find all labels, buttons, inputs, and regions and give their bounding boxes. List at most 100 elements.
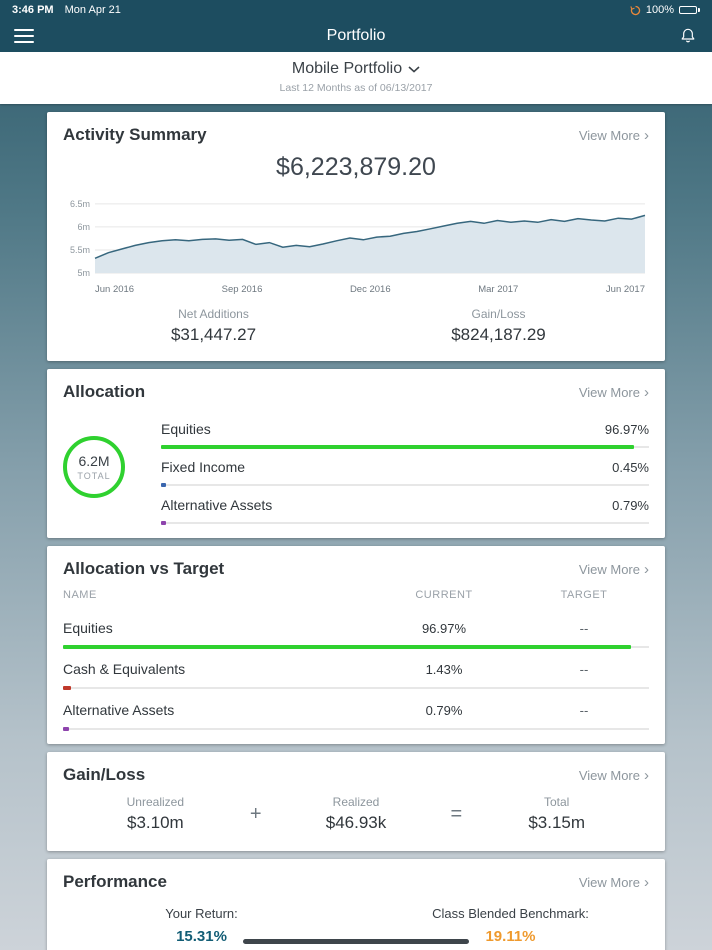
plus-sign: +: [249, 802, 262, 825]
svg-text:6.5m: 6.5m: [70, 199, 90, 209]
gain-loss-view-more-link[interactable]: View More ›: [578, 766, 649, 784]
realized-value: $46.93k: [325, 813, 387, 832]
table-row: Cash & Equivalents 1.43% --: [63, 648, 649, 690]
activity-view-more-link[interactable]: View More ›: [578, 126, 649, 144]
asset-class-bar: [161, 483, 166, 487]
net-additions-stat: Net Additions $31,447.27: [71, 307, 356, 345]
row-bar: [63, 686, 72, 690]
period-subtitle: Last 12 Months as of 06/13/2017: [279, 82, 433, 94]
col-header-current: CURRENT: [415, 589, 473, 601]
row-current: 0.79%: [425, 703, 463, 718]
performance-card: Performance View More › Your Return: 15.3…: [47, 859, 665, 950]
table-row: Alternative Assets 0.79% --: [63, 689, 649, 731]
allocation-vs-target-view-more-link[interactable]: View More ›: [578, 560, 649, 578]
table-row: Equities 96.97% --: [63, 607, 649, 649]
row-name: Cash & Equivalents: [63, 661, 186, 677]
allocation-row: Equities 96.97%: [161, 410, 649, 449]
x-tick: Jun 2017: [605, 284, 645, 295]
performance-title: Performance: [63, 872, 167, 891]
net-additions-value: $31,447.27: [170, 325, 257, 344]
svg-text:5m: 5m: [77, 268, 90, 278]
allocation-row: Alternative Assets 0.79%: [161, 486, 649, 525]
menu-icon[interactable]: [14, 25, 34, 47]
gain-loss-title: Gain/Loss: [63, 765, 146, 784]
asset-class-pct: 96.97%: [604, 422, 649, 437]
donut-total-label: TOTAL: [77, 471, 111, 481]
asset-class-label: Fixed Income: [161, 459, 246, 475]
unrealized-stat: Unrealized $3.10m: [77, 795, 234, 833]
chevron-right-icon: ›: [644, 383, 649, 401]
portfolio-name: Mobile Portfolio: [291, 60, 403, 77]
allocation-view-more-link[interactable]: View More ›: [578, 383, 649, 401]
home-indicator[interactable]: [243, 939, 469, 944]
chevron-right-icon: ›: [644, 560, 649, 578]
asset-class-pct: 0.79%: [612, 498, 649, 513]
notifications-icon[interactable]: [678, 26, 698, 46]
row-current: 1.43%: [425, 662, 463, 677]
total-label: Total: [544, 795, 570, 809]
gain-loss-card: Gain/Loss View More › Unrealized $3.10m +…: [47, 752, 665, 851]
svg-text:5.5m: 5.5m: [70, 245, 90, 255]
allocation-rows: Equities 96.97% Fixed Income 0.45%: [161, 410, 649, 525]
nav-title: Portfolio: [326, 27, 386, 44]
realized-stat: Realized $46.93k: [278, 795, 435, 833]
status-bar: 3:46 PM Mon Apr 21 100%: [0, 0, 712, 20]
benchmark-label: Class Blended Benchmark:: [432, 906, 589, 921]
portfolio-header: Mobile Portfolio Last 12 Months as of 06…: [0, 52, 712, 104]
allocation-row: Fixed Income 0.45%: [161, 448, 649, 487]
chevron-right-icon: ›: [644, 766, 649, 784]
asset-class-label: Alternative Assets: [161, 497, 273, 513]
total-value: $3.15m: [528, 813, 586, 832]
battery-icon: [679, 6, 700, 14]
unrealized-value: $3.10m: [126, 813, 184, 832]
status-date: Mon Apr 21: [64, 4, 121, 16]
gain-loss-stat: Gain/Loss $824,187.29: [356, 307, 641, 345]
cards-scroll-area: Activity Summary View More › $6,223,879.2…: [0, 104, 712, 950]
equals-sign: =: [450, 802, 463, 825]
chevron-right-icon: ›: [644, 126, 649, 144]
status-left: 3:46 PM Mon Apr 21: [12, 4, 129, 16]
x-tick: Dec 2016: [349, 284, 391, 295]
gain-loss-label: Gain/Loss: [471, 307, 526, 321]
row-target: --: [579, 621, 589, 636]
activity-summary-title: Activity Summary: [63, 125, 207, 144]
allocation-card: Allocation View More › 6.2M TOTAL Equitie…: [47, 369, 665, 538]
chevron-down-icon: [408, 65, 420, 73]
performance-stats: Your Return: 15.31% Class Blended Benchm…: [47, 898, 665, 950]
net-additions-label: Net Additions: [178, 307, 249, 321]
asset-class-pct: 0.45%: [612, 460, 649, 475]
asset-class-bar: [161, 445, 635, 449]
allocation-donut: 6.2M TOTAL: [63, 436, 161, 498]
col-header-name: NAME: [63, 589, 97, 601]
chevron-right-icon: ›: [644, 873, 649, 891]
portfolio-total-value: $6,223,879.20: [276, 153, 436, 181]
orientation-lock-icon: [630, 5, 641, 16]
your-return-label: Your Return:: [165, 906, 238, 921]
activity-area-chart: 6.5m 6m 5.5m 5m: [70, 199, 646, 278]
activity-stats: Net Additions $31,447.27 Gain/Loss $824,…: [47, 301, 665, 361]
x-tick: Jun 2016: [95, 284, 135, 295]
activity-chart: 6.5m 6m 5.5m 5m: [47, 190, 665, 282]
allocation-title: Allocation: [63, 382, 146, 401]
gain-loss-equation: Unrealized $3.10m + Realized $46.93k = T…: [47, 791, 665, 851]
row-current: 96.97%: [421, 621, 467, 636]
row-bar: [63, 727, 69, 731]
x-tick: Sep 2016: [221, 284, 263, 295]
donut-total-value: 6.2M: [78, 453, 110, 469]
nav-bar: Portfolio: [0, 20, 712, 52]
row-name: Alternative Assets: [63, 702, 175, 718]
chart-x-axis-labels: Jun 2016 Sep 2016 Dec 2016 Mar 2017 Jun …: [47, 282, 665, 301]
status-time: 3:46 PM: [12, 4, 54, 16]
allocation-vs-target-table: NAME CURRENT TARGET Equities 96.97% -- C…: [47, 585, 665, 744]
row-target: --: [579, 703, 589, 718]
performance-view-more-link[interactable]: View More ›: [578, 873, 649, 891]
asset-class-label: Equities: [161, 421, 211, 437]
your-return-value: 15.31%: [176, 928, 227, 945]
battery-percent: 100%: [645, 4, 674, 16]
portfolio-selector[interactable]: Mobile Portfolio: [292, 60, 420, 78]
allocation-vs-target-title: Allocation vs Target: [63, 559, 225, 578]
gain-loss-value: $824,187.29: [451, 325, 546, 344]
asset-class-bar: [161, 521, 166, 525]
realized-label: Realized: [332, 795, 380, 809]
unrealized-label: Unrealized: [126, 795, 185, 809]
